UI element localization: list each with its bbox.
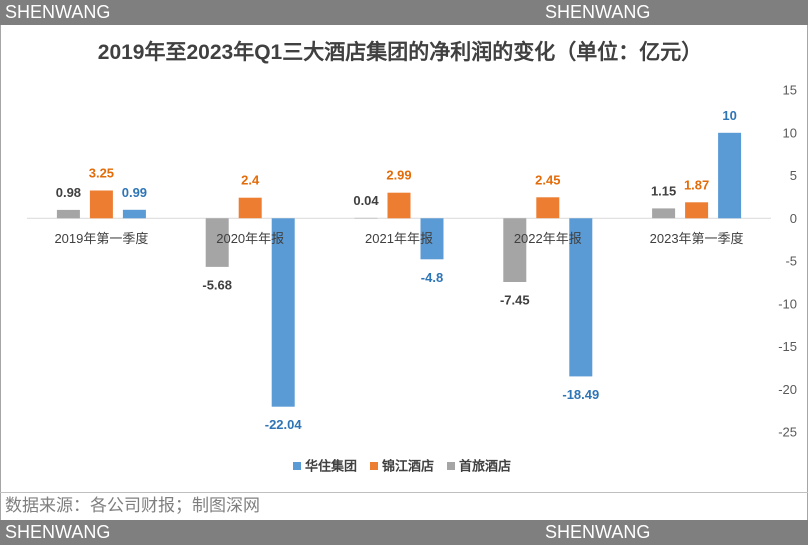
y-tick-label: 0 (790, 211, 797, 226)
category-label: 2023年第一季度 (650, 231, 744, 246)
data-bar (503, 218, 527, 282)
category-axis-labels: 2019年第一季度 2020年年报 2021年年报 2022年年报 2023年第一季度 (54, 231, 743, 246)
category-label: 2022年年报 (514, 231, 582, 246)
legend: 华住集团 锦江酒店 首旅酒店 (293, 459, 511, 474)
legend-item: 华住集团 (293, 459, 357, 474)
data-label: 0.04 (353, 193, 379, 208)
watermark-text: SHENWANG (5, 2, 111, 22)
legend-swatch (293, 462, 301, 470)
legend-item: 锦江酒店 (370, 459, 434, 474)
data-label: 0.99 (122, 185, 147, 200)
data-label: 2.4 (241, 173, 260, 188)
y-tick-label: -10 (778, 296, 797, 311)
data-label: 3.25 (89, 166, 114, 181)
data-label: 1.15 (651, 183, 676, 198)
data-label: 10 (722, 108, 736, 123)
data-label: 1.87 (684, 177, 709, 192)
data-bar (238, 197, 262, 219)
legend-label: 锦江酒店 (382, 459, 434, 474)
y-tick-label: 10 (783, 125, 797, 140)
data-label: 2.99 (386, 168, 411, 183)
y-axis: 15 10 5 0 -5 -10 -15 -20 -25 (27, 83, 797, 440)
data-bar (354, 217, 378, 219)
data-bar (387, 192, 411, 219)
data-label: -22.04 (265, 417, 303, 432)
data-bar (718, 132, 742, 219)
data-bar (536, 197, 560, 219)
data-label: -18.49 (562, 387, 599, 402)
data-label: -5.68 (202, 277, 232, 292)
data-bar (56, 209, 80, 219)
legend-item: 首旅酒店 (447, 459, 511, 474)
category-label: 2020年年报 (216, 231, 284, 246)
data-bar (420, 218, 444, 260)
footer-watermark-bar: SHENWANG SHENWANG (0, 520, 808, 545)
legend-swatch (370, 462, 378, 470)
data-label: -7.45 (500, 292, 530, 307)
data-bar (205, 218, 229, 267)
legend-label: 首旅酒店 (459, 459, 511, 474)
bar-series-group (56, 132, 742, 407)
category-label: 2021年年报 (365, 231, 433, 246)
watermark-text: SHENWANG (545, 522, 651, 542)
y-tick-label: 5 (790, 168, 797, 183)
watermark-text: SHENWANG (545, 2, 651, 22)
data-bar (685, 202, 709, 219)
data-label: -4.8 (421, 270, 443, 285)
data-bar (271, 218, 295, 407)
chart-title: 2019年至2023年Q1三大酒店集团的净利润的变化（单位：亿元） (98, 40, 702, 64)
legend-swatch (447, 462, 455, 470)
data-source-note: 数据来源：各公司财报；制图深网 (5, 496, 260, 515)
data-labels-group: 0.99 -22.04 -4.8 -18.49 10 3.25 2.4 2.99 2.45 1.8… (56, 108, 737, 432)
data-bar (89, 190, 113, 219)
data-label: 0.98 (56, 185, 81, 200)
y-tick-label: -15 (778, 339, 797, 354)
y-tick-label: -20 (778, 382, 797, 397)
data-label: 2.45 (535, 172, 560, 187)
data-bar (569, 218, 593, 377)
data-bar (652, 208, 676, 219)
legend-label: 华住集团 (305, 459, 357, 474)
header-watermark-bar: SHENWANG SHENWANG (0, 0, 808, 25)
watermark-text: SHENWANG (5, 522, 111, 542)
data-bar (122, 209, 146, 219)
y-tick-label: -25 (778, 425, 797, 440)
category-label: 2019年第一季度 (54, 231, 148, 246)
y-tick-label: 15 (783, 83, 797, 98)
y-tick-label: -5 (785, 254, 797, 269)
